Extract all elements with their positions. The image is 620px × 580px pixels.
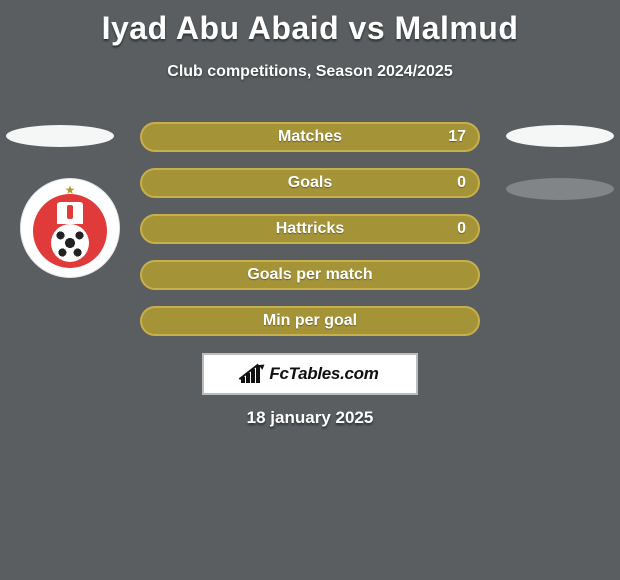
brand-badge: FcTables.com <box>202 353 418 395</box>
stat-label: Goals <box>288 174 332 192</box>
brand-text: FcTables.com <box>269 364 378 384</box>
stat-label: Matches <box>278 128 342 146</box>
club-badge: ★ <box>20 178 120 278</box>
stat-label: Goals per match <box>247 266 372 284</box>
soccer-ball-icon <box>51 224 89 262</box>
stat-row: Min per goal <box>140 306 480 336</box>
stat-value: 0 <box>457 220 466 238</box>
stat-row: Goals per match <box>140 260 480 290</box>
stat-label: Hattricks <box>276 220 344 238</box>
player-right-placeholder-2 <box>506 178 614 200</box>
subtitle: Club competitions, Season 2024/2025 <box>0 63 620 81</box>
stats-panel: Matches 17 Goals 0 Hattricks 0 Goals per match… <box>140 122 480 352</box>
stat-row: Matches 17 <box>140 122 480 152</box>
bar-chart-icon <box>241 365 263 383</box>
stat-value: 17 <box>448 128 466 146</box>
page-title: Iyad Abu Abaid vs Malmud <box>0 0 620 47</box>
stat-value: 0 <box>457 174 466 192</box>
club-badge-inner <box>33 194 107 268</box>
badge-tower-icon <box>57 202 83 224</box>
stat-row: Goals 0 <box>140 168 480 198</box>
stat-label: Min per goal <box>263 312 357 330</box>
player-left-placeholder <box>6 125 114 147</box>
player-right-placeholder-1 <box>506 125 614 147</box>
stat-row: Hattricks 0 <box>140 214 480 244</box>
date-label: 18 january 2025 <box>0 408 620 428</box>
